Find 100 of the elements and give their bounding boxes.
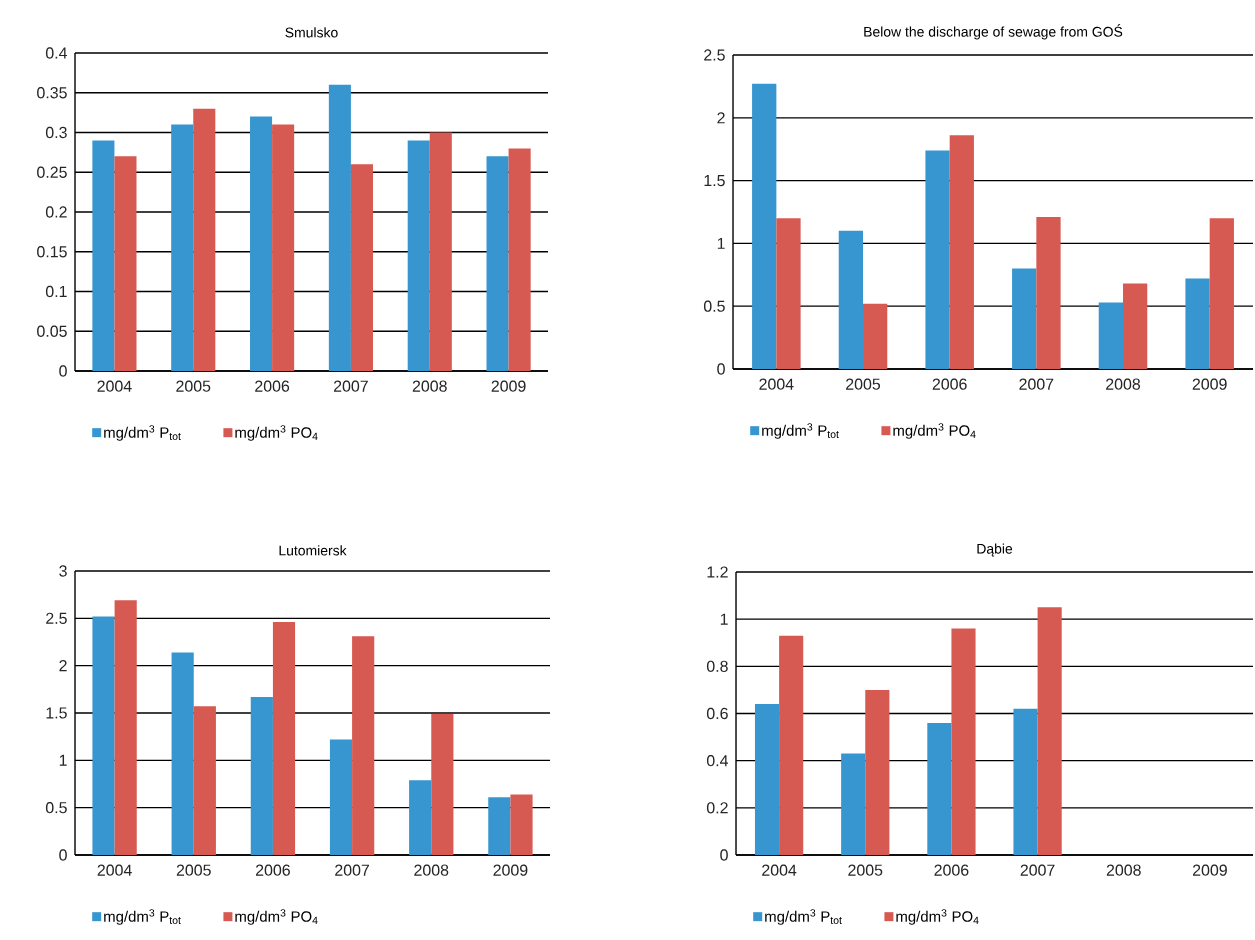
y-tick-label: 0.8 xyxy=(706,660,728,672)
bar xyxy=(838,230,864,369)
y-tick-label: 1.5 xyxy=(704,175,725,187)
legend-label: mg/dm$^{3}$ PO$_{4}$ xyxy=(235,909,318,925)
y-tick-label: 0.25 xyxy=(37,166,67,178)
x-tick-label: 2008 xyxy=(412,380,447,392)
y-tick-label: 1 xyxy=(720,613,728,625)
bar xyxy=(488,797,511,855)
bar xyxy=(754,704,780,855)
bar xyxy=(1036,217,1061,369)
x-tick-label: 2006 xyxy=(932,378,967,390)
legend-label: mg/dm$^{3}$ P$_{tot}$ xyxy=(762,423,839,439)
bar xyxy=(250,116,273,371)
bar xyxy=(486,156,509,371)
x-tick-label: 2007 xyxy=(333,380,368,392)
bar xyxy=(171,652,194,855)
x-tick-label: 2009 xyxy=(1192,378,1227,390)
bar xyxy=(1123,283,1148,369)
x-tick-label: 2006 xyxy=(934,864,969,876)
bar xyxy=(429,132,452,371)
legend-label: mg/dm$^{3}$ PO$_{4}$ xyxy=(235,425,318,441)
bar xyxy=(841,753,866,855)
y-tick-label: 0.5 xyxy=(45,802,67,814)
y-tick-label: 1.5 xyxy=(46,707,67,719)
y-tick-label: 3 xyxy=(59,565,67,577)
bar xyxy=(951,628,976,855)
bar xyxy=(114,156,137,371)
bar xyxy=(193,108,216,371)
x-tick-label: 2005 xyxy=(848,864,883,876)
x-tick-label: 2009 xyxy=(491,380,526,392)
bar xyxy=(431,713,454,855)
bar xyxy=(92,140,115,371)
bar xyxy=(407,140,430,371)
x-tick-label: 2009 xyxy=(1192,864,1227,876)
bar xyxy=(508,148,531,371)
y-tick-label: 0.2 xyxy=(45,206,67,218)
x-tick-label: 2005 xyxy=(176,864,211,876)
bar xyxy=(865,689,890,855)
bar xyxy=(171,124,194,371)
bar xyxy=(1098,302,1124,369)
x-tick-label: 2005 xyxy=(176,380,211,392)
x-tick-label: 2004 xyxy=(97,864,132,876)
bar xyxy=(409,780,432,855)
bar xyxy=(350,164,373,371)
y-tick-label: 0.4 xyxy=(45,47,68,59)
legend-label: mg/dm$^{3}$ P$_{tot}$ xyxy=(104,425,181,441)
y-tick-label: 0 xyxy=(59,365,67,377)
x-tick-label: 2004 xyxy=(762,864,797,876)
x-tick-label: 2008 xyxy=(414,864,449,876)
bar xyxy=(1037,607,1062,855)
y-tick-label: 2.5 xyxy=(46,612,67,624)
legend-label: mg/dm$^{3}$ P$_{tot}$ xyxy=(104,909,181,925)
legend-label: mg/dm$^{3}$ PO$_{4}$ xyxy=(893,423,976,439)
bar xyxy=(1013,708,1038,855)
bar xyxy=(949,135,974,369)
bar xyxy=(114,600,137,855)
bar xyxy=(92,616,115,855)
bar xyxy=(776,218,801,369)
chart-title: Below the discharge of sewage from GOŚ xyxy=(864,24,1123,40)
legend-label: mg/dm$^{3}$ PO$_{4}$ xyxy=(896,909,979,925)
y-tick-label: 0.1 xyxy=(45,285,67,298)
y-tick-label: 0 xyxy=(59,849,67,861)
y-tick-label: 0.3 xyxy=(45,126,67,139)
x-tick-label: 2007 xyxy=(335,864,370,876)
y-tick-label: 1 xyxy=(717,237,725,249)
x-tick-label: 2005 xyxy=(846,378,881,390)
bar xyxy=(250,696,273,855)
y-tick-label: 0.35 xyxy=(37,87,67,99)
bar xyxy=(272,124,295,371)
bar xyxy=(1185,278,1210,369)
bar xyxy=(272,622,296,855)
bar xyxy=(927,722,952,855)
bar xyxy=(925,150,950,369)
bar xyxy=(352,636,375,855)
x-tick-label: 2004 xyxy=(759,378,794,390)
bar xyxy=(863,303,888,369)
x-tick-label: 2008 xyxy=(1106,378,1141,390)
y-tick-label: 0.6 xyxy=(706,707,728,720)
y-tick-label: 0.4 xyxy=(706,755,729,767)
bar xyxy=(328,84,351,371)
x-tick-label: 2004 xyxy=(97,380,132,392)
x-tick-label: 2007 xyxy=(1019,378,1054,390)
y-tick-label: 2 xyxy=(717,112,725,124)
bar xyxy=(779,635,804,855)
bar xyxy=(510,794,533,855)
x-tick-label: 2008 xyxy=(1106,864,1141,876)
bar xyxy=(1012,268,1037,369)
bar xyxy=(193,706,216,855)
y-tick-label: 0.2 xyxy=(706,802,728,814)
bar xyxy=(329,739,353,855)
y-tick-label: 2 xyxy=(59,660,67,672)
x-tick-label: 2009 xyxy=(493,864,528,876)
y-tick-label: 0.05 xyxy=(37,325,67,337)
legend-label: mg/dm$^{3}$ P$_{tot}$ xyxy=(765,909,842,925)
y-tick-label: 1.2 xyxy=(707,566,728,578)
chart-title: Smulsko xyxy=(285,27,338,38)
bar xyxy=(1209,218,1234,369)
bar xyxy=(752,83,777,369)
y-tick-label: 1 xyxy=(59,754,67,766)
x-tick-label: 2007 xyxy=(1020,864,1055,876)
